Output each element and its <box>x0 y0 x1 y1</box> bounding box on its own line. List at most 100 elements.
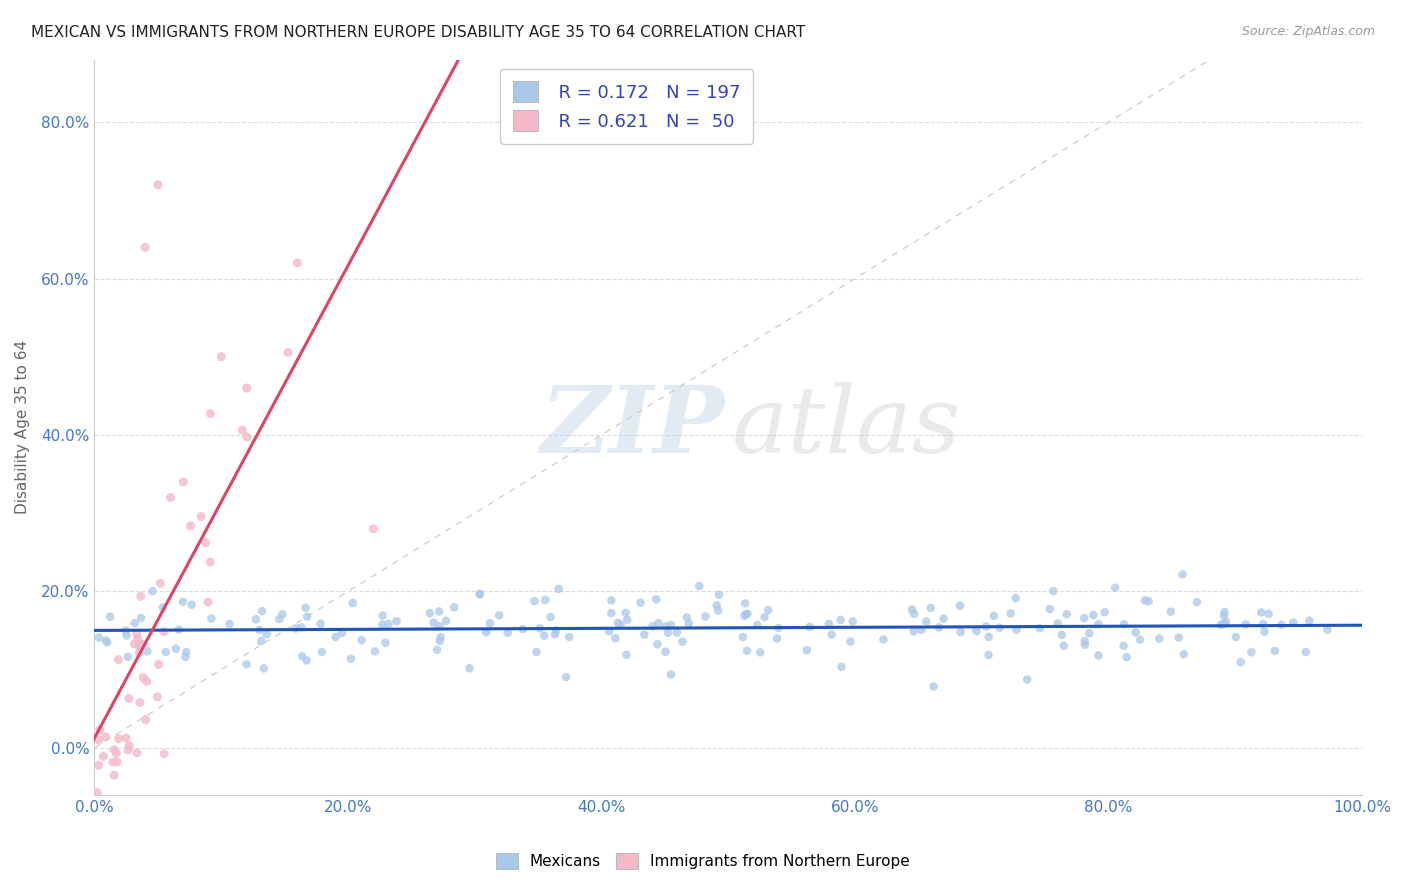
Point <box>443 600 465 615</box>
Point <box>820 627 842 641</box>
Point <box>671 634 693 648</box>
Point <box>153 747 176 761</box>
Point <box>256 627 278 641</box>
Point <box>1073 634 1095 648</box>
Point <box>647 637 669 651</box>
Point <box>1240 645 1263 659</box>
Point <box>1253 624 1275 639</box>
Point <box>269 612 291 626</box>
Point <box>496 626 519 640</box>
Point <box>271 607 294 622</box>
Point <box>155 645 177 659</box>
Point <box>1115 650 1137 665</box>
Point <box>903 624 925 639</box>
Point <box>654 645 676 659</box>
Y-axis label: Disability Age 35 to 64: Disability Age 35 to 64 <box>15 340 30 514</box>
Point <box>167 623 190 637</box>
Point <box>172 475 194 489</box>
Point <box>87 758 110 772</box>
Point <box>363 522 385 536</box>
Point <box>1056 607 1078 622</box>
Point <box>468 587 491 601</box>
Point <box>526 645 548 659</box>
Point <box>529 621 551 635</box>
Point <box>607 615 630 630</box>
Point <box>1171 567 1194 582</box>
Point <box>135 674 157 689</box>
Point <box>915 615 938 629</box>
Point <box>340 652 363 666</box>
Point <box>523 594 546 608</box>
Point <box>932 611 955 625</box>
Legend: Mexicans, Immigrants from Northern Europe: Mexicans, Immigrants from Northern Europ… <box>491 847 915 875</box>
Point <box>1213 616 1236 631</box>
Point <box>555 670 578 684</box>
Point <box>1087 617 1109 632</box>
Point <box>277 345 299 359</box>
Point <box>311 645 333 659</box>
Point <box>1004 591 1026 606</box>
Point <box>1160 605 1182 619</box>
Point <box>1087 648 1109 663</box>
Point <box>659 618 682 632</box>
Point <box>98 609 121 624</box>
Point <box>766 632 789 646</box>
Point <box>544 627 567 641</box>
Point <box>735 644 758 658</box>
Point <box>249 623 271 637</box>
Point <box>253 661 276 675</box>
Point <box>1167 631 1189 645</box>
Point <box>152 600 174 615</box>
Point <box>598 624 620 639</box>
Point <box>817 617 839 632</box>
Point <box>350 633 373 648</box>
Point <box>633 627 655 641</box>
Point <box>1000 607 1022 621</box>
Point <box>290 620 312 634</box>
Point <box>546 624 568 638</box>
Point <box>479 616 502 631</box>
Point <box>830 613 852 627</box>
Point <box>756 603 779 617</box>
Point <box>1005 623 1028 637</box>
Point <box>103 743 125 757</box>
Point <box>107 731 129 746</box>
Point <box>988 621 1011 635</box>
Point <box>125 627 148 641</box>
Point <box>136 644 159 658</box>
Point <box>125 746 148 760</box>
Point <box>737 607 759 621</box>
Point <box>218 617 240 632</box>
Point <box>707 588 730 602</box>
Point <box>94 633 117 648</box>
Point <box>129 590 152 604</box>
Point <box>839 634 862 648</box>
Point <box>657 625 679 640</box>
Point <box>295 609 318 624</box>
Point <box>250 634 273 648</box>
Point <box>533 629 555 643</box>
Point <box>149 576 172 591</box>
Point <box>1137 594 1160 608</box>
Point <box>117 743 139 757</box>
Point <box>1074 638 1097 652</box>
Point <box>1050 628 1073 642</box>
Point <box>1104 581 1126 595</box>
Point <box>949 599 972 613</box>
Point <box>540 610 562 624</box>
Point <box>118 691 141 706</box>
Point <box>105 755 128 769</box>
Point <box>695 609 717 624</box>
Point <box>630 596 652 610</box>
Point <box>903 607 925 621</box>
Point <box>180 598 202 612</box>
Point <box>983 608 1005 623</box>
Point <box>124 637 146 651</box>
Point <box>1229 655 1251 669</box>
Point <box>614 606 637 620</box>
Point <box>1270 617 1292 632</box>
Point <box>374 636 396 650</box>
Point <box>285 256 308 270</box>
Point <box>734 596 756 610</box>
Point <box>284 622 307 636</box>
